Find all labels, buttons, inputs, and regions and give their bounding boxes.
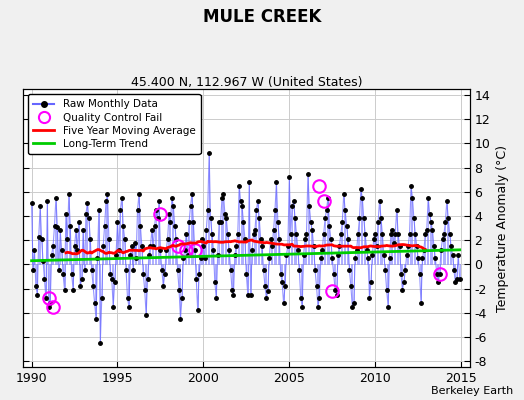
Legend: Raw Monthly Data, Quality Control Fail, Five Year Moving Average, Long-Term Tren: Raw Monthly Data, Quality Control Fail, … <box>28 94 201 154</box>
Y-axis label: Temperature Anomaly (°C): Temperature Anomaly (°C) <box>496 144 509 312</box>
Text: MULE CREEK: MULE CREEK <box>203 8 321 26</box>
Text: Berkeley Earth: Berkeley Earth <box>431 386 514 396</box>
Title: 45.400 N, 112.967 W (United States): 45.400 N, 112.967 W (United States) <box>130 76 362 89</box>
